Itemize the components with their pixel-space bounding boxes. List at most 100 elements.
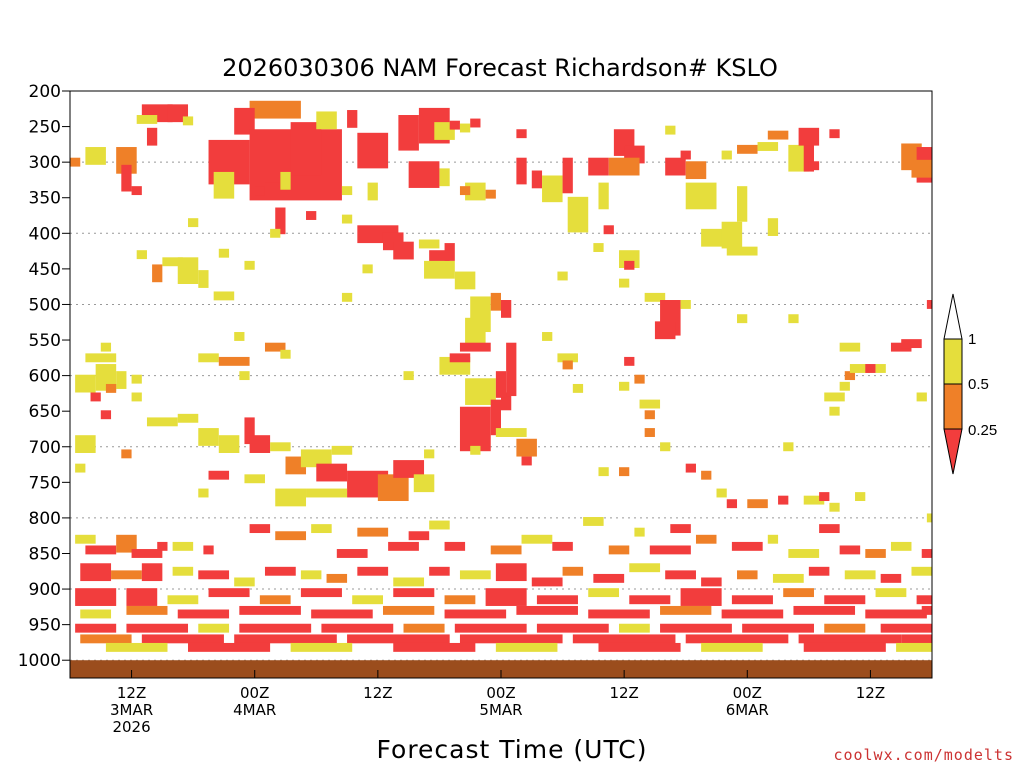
ri-cell bbox=[921, 605, 932, 615]
ri-cell bbox=[598, 467, 609, 477]
ri-cell bbox=[306, 488, 348, 498]
ri-cell bbox=[875, 364, 886, 373]
ri-cell bbox=[490, 545, 522, 555]
ri-cell bbox=[85, 147, 106, 165]
ri-cell bbox=[162, 257, 183, 267]
ri-cell bbox=[495, 371, 507, 398]
ri-cell bbox=[444, 609, 507, 619]
ri-cell bbox=[588, 157, 609, 176]
ri-cell bbox=[424, 449, 435, 459]
ri-cell bbox=[531, 170, 543, 189]
ri-cell bbox=[439, 168, 450, 187]
ri-cell bbox=[516, 438, 537, 457]
ri-cell bbox=[234, 107, 255, 135]
ri-cell bbox=[557, 353, 578, 363]
ri-cell bbox=[459, 570, 491, 580]
ri-cell bbox=[198, 428, 219, 446]
x-tick-label: 6MAR bbox=[726, 701, 769, 719]
ri-cell bbox=[341, 292, 353, 302]
ri-cell bbox=[516, 605, 578, 615]
ri-cell bbox=[116, 371, 127, 389]
ri-cell bbox=[608, 157, 640, 176]
ri-cell bbox=[311, 609, 373, 619]
ri-cell bbox=[70, 157, 81, 167]
ri-cell bbox=[459, 406, 491, 452]
ri-cell bbox=[542, 332, 553, 341]
richardson-cells bbox=[70, 100, 932, 652]
ri-cell bbox=[213, 291, 235, 301]
ri-cell bbox=[177, 413, 199, 423]
ri-cell bbox=[701, 470, 712, 480]
ri-cell bbox=[454, 623, 527, 633]
ri-cell bbox=[757, 142, 779, 151]
ri-cell bbox=[916, 392, 927, 402]
ri-cell bbox=[80, 609, 112, 619]
ri-cell bbox=[449, 353, 471, 363]
ri-cell bbox=[536, 623, 609, 633]
ri-cell bbox=[131, 549, 163, 558]
ri-cell bbox=[624, 356, 635, 366]
y-tick-label: 500 bbox=[29, 295, 61, 315]
ri-cell bbox=[306, 211, 317, 220]
ri-cell bbox=[875, 588, 907, 598]
ri-cell bbox=[198, 570, 230, 580]
ri-cell bbox=[254, 186, 265, 196]
y-axis: 200 250 300 350 400 450 500 550 600 650 700 750 800 8… bbox=[18, 82, 70, 671]
ri-cell bbox=[634, 374, 645, 384]
ri-cell bbox=[347, 634, 450, 644]
ri-cell bbox=[629, 563, 661, 573]
ri-cell bbox=[424, 260, 455, 279]
ri-cell bbox=[665, 570, 696, 580]
ri-cell bbox=[444, 243, 455, 261]
ri-cell bbox=[737, 186, 748, 222]
ri-cell bbox=[152, 264, 163, 283]
ri-cell bbox=[357, 527, 389, 537]
x-tick-label: 12Z bbox=[609, 684, 638, 702]
ri-cell bbox=[644, 410, 655, 420]
ri-cell bbox=[300, 588, 342, 598]
y-tick-label: 650 bbox=[29, 402, 61, 422]
ri-cell bbox=[808, 566, 830, 576]
ri-cell bbox=[198, 623, 230, 633]
colorbar-label: 0.5 bbox=[968, 376, 989, 393]
ri-cell bbox=[403, 371, 414, 381]
ri-cell bbox=[731, 595, 773, 605]
ri-cell bbox=[121, 164, 132, 192]
ri-cell bbox=[280, 349, 291, 359]
ri-cell bbox=[721, 609, 784, 619]
ri-cell bbox=[126, 605, 168, 615]
x-axis-title: Forecast Time (UTC) bbox=[377, 735, 648, 764]
ri-cell bbox=[198, 488, 209, 498]
ri-cell bbox=[803, 144, 814, 172]
x-tick-label: 00Z bbox=[486, 684, 515, 702]
ri-cell bbox=[136, 115, 158, 124]
credit-text: coolwx.com/modelts bbox=[833, 746, 1014, 764]
x-tick-label: 12Z bbox=[856, 684, 885, 702]
x-tick-label: 00Z bbox=[240, 684, 269, 702]
ri-cell bbox=[824, 595, 866, 605]
ri-cell bbox=[393, 241, 414, 260]
ri-cell bbox=[131, 392, 142, 402]
ri-cell bbox=[444, 595, 476, 605]
ri-cell bbox=[855, 492, 866, 502]
colorbar-red-triangle bbox=[943, 428, 963, 475]
colorbar-legend: 1 0.5 0.25 bbox=[943, 293, 997, 475]
ri-cell bbox=[552, 541, 573, 551]
ri-cell bbox=[331, 445, 353, 455]
ri-cell bbox=[403, 623, 445, 633]
ri-cell bbox=[721, 150, 732, 160]
x-tick-label: 5MAR bbox=[479, 701, 522, 719]
ri-cell bbox=[562, 360, 573, 370]
ri-cell bbox=[490, 292, 501, 311]
ri-cell bbox=[367, 182, 378, 201]
ri-cell bbox=[737, 314, 748, 324]
ri-cell bbox=[501, 300, 512, 318]
ri-cell bbox=[844, 371, 856, 381]
ri-cell bbox=[819, 492, 830, 502]
ri-cell bbox=[670, 524, 691, 534]
ri-cell bbox=[167, 595, 199, 605]
ri-cell bbox=[177, 257, 199, 284]
ri-cell bbox=[280, 171, 291, 190]
colorbar-label: 0.25 bbox=[968, 422, 997, 439]
ri-cell bbox=[901, 634, 932, 644]
